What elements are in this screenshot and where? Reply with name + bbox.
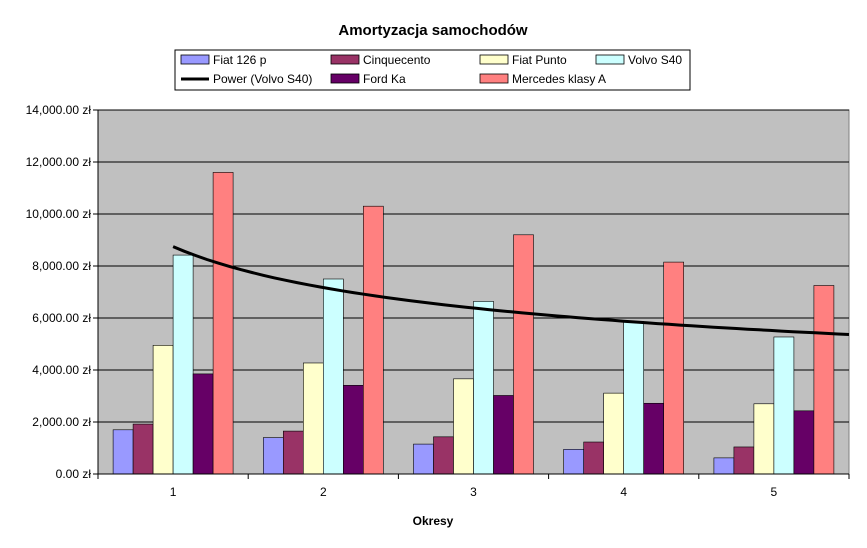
bar	[663, 261, 685, 475]
bar	[433, 436, 454, 475]
legend-label: Ford Ka	[363, 72, 406, 86]
y-tick-label: 6,000.00 zł	[32, 311, 91, 325]
bar	[112, 429, 134, 475]
bar	[342, 385, 364, 475]
x-tick-label: 5	[771, 485, 778, 499]
trendline	[172, 245, 850, 336]
legend-label: Power (Volvo S40)	[213, 72, 312, 86]
bar	[713, 457, 735, 475]
bar	[643, 402, 665, 475]
legend-swatch	[180, 54, 210, 65]
y-tick-label: 2,000.00 zł	[32, 415, 91, 429]
bar	[212, 172, 234, 475]
legend-label: Fiat Punto	[512, 53, 567, 67]
x-tick-label: 2	[320, 485, 327, 499]
x-tick-label: 4	[620, 485, 627, 499]
bar	[192, 373, 214, 475]
bar	[603, 392, 625, 475]
bar	[322, 278, 344, 475]
bar	[493, 395, 514, 475]
bar	[473, 301, 494, 475]
legend-label: Fiat 126 p	[213, 53, 267, 67]
bar	[773, 336, 795, 475]
legend: Fiat 126 p Cinquecento Fiat Punto Volvo S40…	[174, 49, 691, 91]
bar	[302, 362, 324, 475]
y-tick-label: 14,000.00 zł	[26, 103, 92, 117]
bar	[413, 443, 434, 475]
bar	[623, 321, 645, 475]
legend-label: Cinquecento	[363, 53, 431, 67]
bar	[172, 254, 194, 475]
bar	[132, 423, 154, 475]
bar	[733, 446, 755, 475]
bar	[362, 205, 384, 475]
bar	[152, 344, 174, 475]
legend-swatch	[595, 54, 625, 65]
y-tick-label: 8,000.00 zł	[32, 259, 91, 273]
y-tick-label: 0.00 zł	[56, 467, 92, 481]
bar	[583, 441, 605, 475]
plot-area: 0.00 zł 2,000.00 zł 4,000.00 zł 6,000.00 zł…	[26, 103, 850, 499]
legend-swatch	[479, 54, 509, 65]
x-tick-label: 3	[470, 485, 477, 499]
legend-label: Mercedes klasy A	[512, 72, 606, 86]
legend-swatch	[330, 73, 360, 84]
bar	[563, 448, 585, 475]
bar	[813, 285, 835, 475]
bar	[282, 430, 304, 475]
bar	[262, 437, 284, 475]
chart-title: Amortyzacja samochodów	[338, 22, 528, 39]
bar	[753, 403, 775, 475]
legend-swatch	[330, 54, 360, 65]
bar	[513, 234, 534, 475]
x-tick-label: 1	[170, 485, 177, 499]
y-tick-label: 10,000.00 zł	[26, 207, 92, 221]
bar	[453, 378, 474, 475]
legend-label: Volvo S40	[628, 53, 682, 67]
legend-swatch	[479, 73, 509, 84]
bar	[793, 410, 815, 475]
x-axis-title: Okresy	[413, 514, 454, 528]
y-tick-label: 4,000.00 zł	[32, 363, 91, 377]
y-tick-label: 12,000.00 zł	[26, 155, 92, 169]
